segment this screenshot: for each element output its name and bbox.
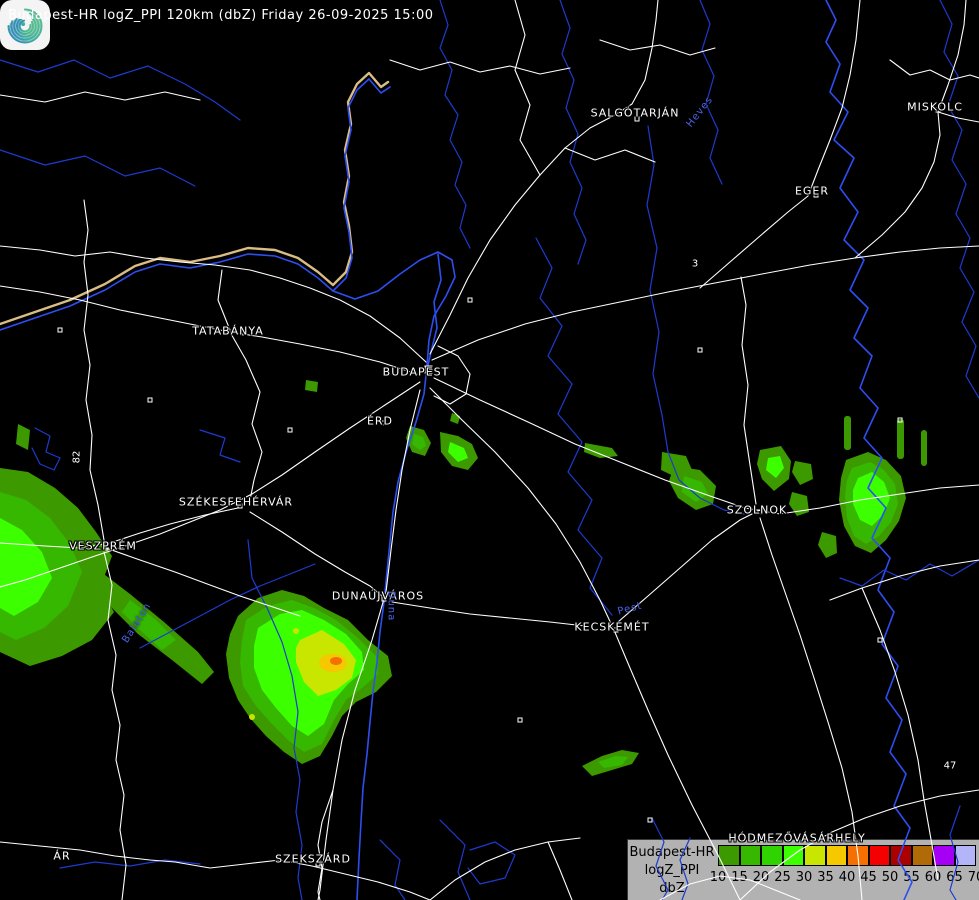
legend-tick-label: 35 [817, 870, 834, 885]
water-name-label-pest: Pest [616, 600, 644, 618]
legend-color-box [933, 845, 955, 866]
legend-tick-label: 55 [903, 870, 920, 885]
road-number-label-82: 82 [71, 450, 83, 464]
legend-color-box [761, 845, 783, 866]
legend-color-box [718, 845, 740, 866]
city-label-budapest: BUDAPEST [382, 365, 450, 379]
legend-tick-label: 20 [752, 870, 770, 885]
legend-color-box [911, 845, 933, 866]
legend-color-box [804, 845, 826, 866]
water-name-label-duna: Duna [385, 590, 397, 622]
country-border [0, 71, 390, 326]
legend-unit-label: dbZ [659, 881, 685, 896]
city-label-eger: EGER [794, 184, 830, 198]
road-number-label-3: 3 [691, 258, 699, 270]
city-label-miskolc: MISKOLC [907, 100, 963, 114]
city-label-szolnok: SZOLNOK [726, 503, 788, 517]
legend-panel: Budapest-HR logZ_PPI dbZ 10 15 20 25 30 35 40 4… [627, 839, 979, 900]
legend-color-box [739, 845, 761, 866]
town-markers-layer [57, 107, 941, 867]
legend-tick-label: 65 [946, 870, 963, 885]
city-label-sz-kesfeh-rv-r: SZÉKESFEHÉRVÁR [178, 495, 294, 509]
legend-color-box [782, 845, 804, 866]
radar-echoes-layer [0, 380, 927, 776]
water-name-label-balaton: Balaton [120, 600, 154, 646]
legend-color-box [868, 845, 890, 866]
budapest-city-marker [424, 365, 433, 374]
legend-tick-label: 50 [881, 870, 899, 885]
legend-tick-label: 60 [924, 870, 942, 885]
city-label-r: ÁR [53, 849, 71, 863]
legend-tick-label: 70 [967, 870, 979, 885]
city-label-salg-tarj-n: SALGÓTARJÁN [590, 106, 680, 120]
legend-tick-label: 10 [709, 870, 727, 885]
water-name-label-heves: Heves [684, 94, 716, 130]
legend-tick-label: 30 [795, 870, 813, 885]
road-number-label-47: 47 [943, 760, 957, 772]
legend-tick-label: 40 [838, 870, 856, 885]
legend-color-box [890, 845, 912, 866]
city-label-rd: ÉRD [366, 414, 394, 428]
legend-tick-label: 15 [731, 870, 748, 885]
legend-tick-label: 45 [860, 870, 877, 885]
rivers-layer [0, 0, 913, 900]
city-label-szeksz-rd: SZEKSZÁRD [275, 852, 351, 866]
legend-color-box [847, 845, 869, 866]
city-label-duna-jv-ros: DUNAÚJVÁROS [331, 589, 425, 603]
legend-tick-label: 25 [774, 870, 791, 885]
legend-titles: Budapest-HR logZ_PPI dbZ [628, 840, 716, 900]
city-label-veszpr-m: VESZPRÉM [69, 539, 137, 553]
legend-color-box [825, 845, 847, 866]
legend-color-scale: 10 15 20 25 30 35 40 45 50 55 60 65 70 [710, 840, 979, 900]
map-title: Budapest-HR logZ_PPI 120km (dbZ) Friday … [8, 8, 434, 23]
legend-station-name: Budapest-HR [629, 845, 715, 860]
city-label-tatab-nya: TATABÁNYA [192, 324, 264, 338]
legend-color-box [954, 845, 976, 866]
legend-color-boxes [718, 845, 976, 866]
legend-product-name: logZ_PPI [644, 863, 700, 878]
city-label-kecskem-t: KECSKEMÉT [574, 620, 650, 634]
